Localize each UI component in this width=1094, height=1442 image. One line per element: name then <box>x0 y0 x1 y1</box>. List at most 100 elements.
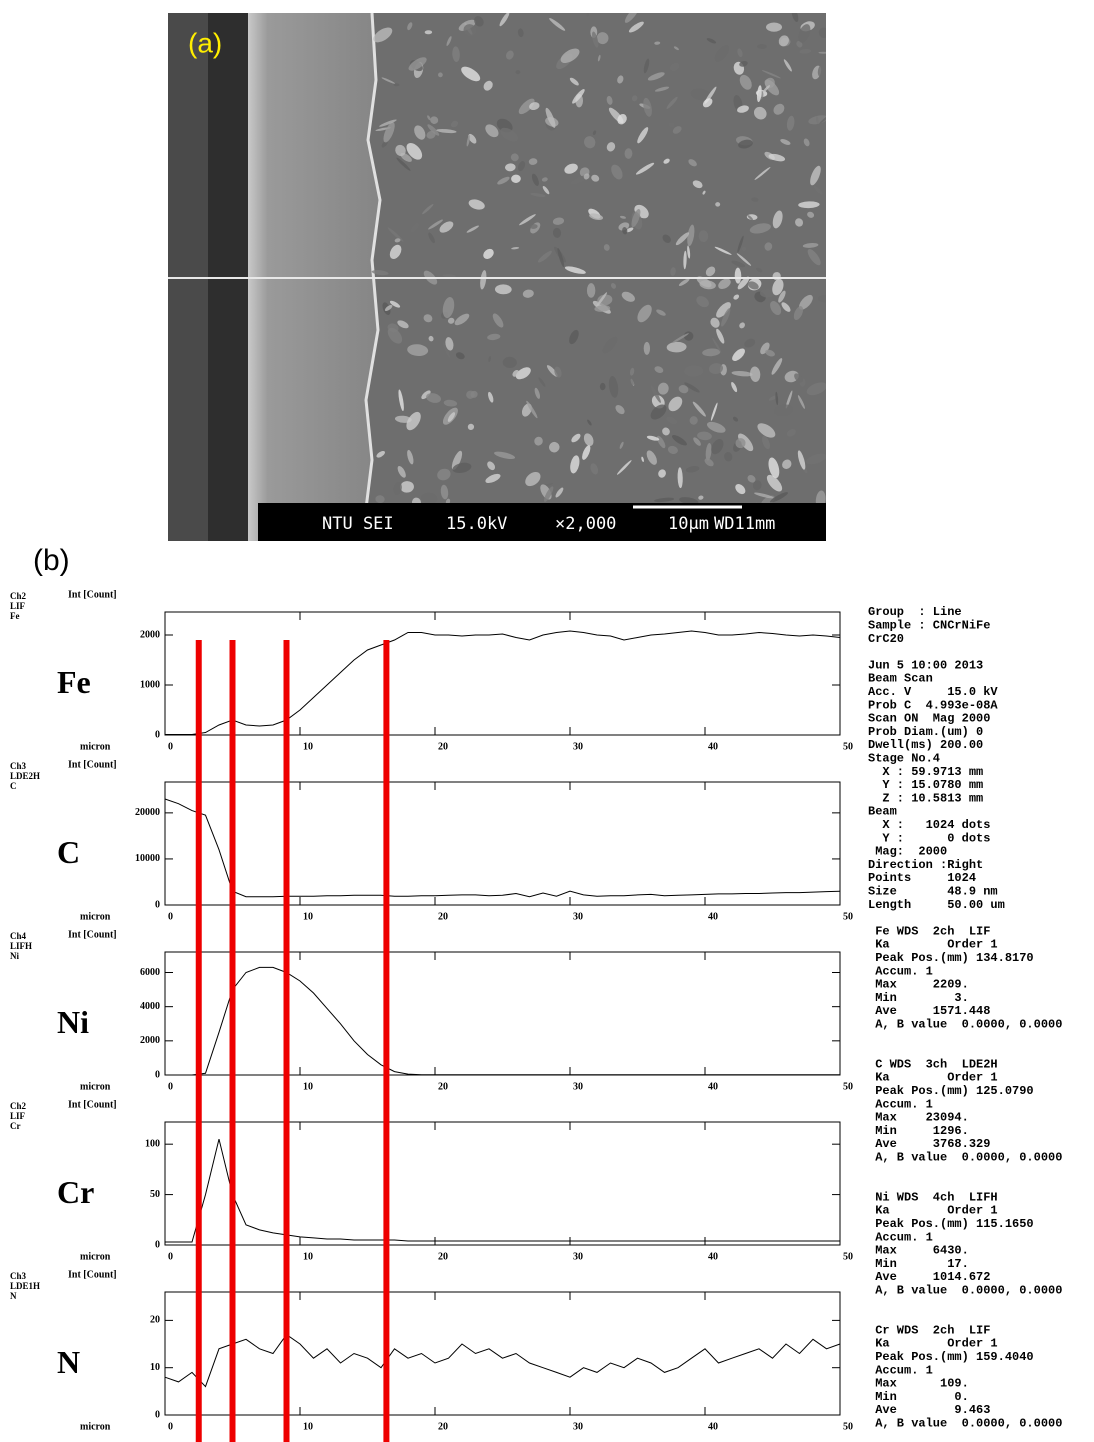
y-tick-label: 2000 <box>140 1035 160 1046</box>
texture-grain <box>511 247 520 250</box>
texture-grain <box>389 300 401 308</box>
texture-grain <box>530 192 546 197</box>
channel-label: Ch2 <box>10 591 27 601</box>
texture-grain <box>637 127 649 144</box>
plot-frame <box>164 1121 841 1246</box>
plot-frame <box>164 951 841 1076</box>
texture-grain <box>626 227 634 233</box>
texture-grain <box>768 153 786 162</box>
texture-grain <box>626 377 634 388</box>
element-label: Cr <box>57 1174 94 1210</box>
texture-grain <box>799 48 812 54</box>
y-tick-label: 10 <box>150 1362 160 1373</box>
texture-grain <box>631 95 638 102</box>
texture-grain <box>741 246 747 251</box>
texture-grain <box>757 44 767 50</box>
texture-grain <box>451 450 463 470</box>
texture-grain <box>731 381 738 393</box>
x-axis-title: micron <box>80 1251 111 1262</box>
channel-label: LIF <box>10 601 26 611</box>
info-text: Ka Order 1 <box>868 1337 998 1351</box>
y-tick-label: 100 <box>145 1138 160 1149</box>
info-text: Scan ON Mag 2000 <box>868 712 990 726</box>
texture-grain <box>602 336 618 354</box>
texture-grain <box>596 292 608 307</box>
y-tick-label: 1000 <box>140 679 160 690</box>
info-text: Accum. 1 <box>868 1097 933 1111</box>
texture-grain <box>569 329 579 345</box>
texture-grain <box>734 267 742 284</box>
texture-grain <box>590 463 599 475</box>
info-text: Z : 10.5813 mm <box>868 791 983 805</box>
texture-grain <box>483 80 493 91</box>
info-text: Accum. 1 <box>868 1363 933 1377</box>
texture-grain <box>688 159 697 167</box>
texture-grain <box>410 222 419 233</box>
texture-grain <box>762 85 771 93</box>
texture-grain <box>396 157 411 171</box>
info-text: Stage No.4 <box>868 751 940 765</box>
texture-grain <box>617 75 624 84</box>
texture-grain <box>488 356 491 363</box>
texture-grain <box>673 46 679 51</box>
texture-grain <box>450 120 459 128</box>
x-tick-label: 40 <box>708 1081 718 1092</box>
scale-text: WD11mm <box>714 514 775 534</box>
y-tick-label: 10000 <box>135 853 160 864</box>
texture-grain <box>423 314 433 323</box>
channel-label: LDE1H <box>10 1281 40 1291</box>
texture-grain <box>487 333 501 341</box>
x-axis-title: micron <box>80 911 111 922</box>
x-tick-label: 50 <box>843 741 853 752</box>
texture-grain <box>606 95 613 105</box>
plot-frame <box>164 1291 841 1416</box>
texture-grain <box>610 283 617 289</box>
texture-grain <box>442 342 450 358</box>
x-tick-label: 50 <box>843 911 853 922</box>
x-tick-label: 10 <box>303 1081 313 1092</box>
texture-grain <box>747 215 754 221</box>
x-tick-label: 30 <box>573 1421 583 1432</box>
texture-grain <box>442 274 456 278</box>
texture-grain <box>654 497 675 503</box>
texture-grain <box>463 24 477 37</box>
texture-grain <box>796 40 803 48</box>
texture-grain <box>461 66 481 82</box>
y-axis-title: Int [Count] <box>68 1099 117 1110</box>
info-text: Peak Pos.(mm) 125.0790 <box>868 1084 1034 1098</box>
texture-grain <box>764 79 780 96</box>
texture-grain <box>470 390 478 398</box>
texture-grain <box>782 459 792 469</box>
texture-grain <box>735 438 746 449</box>
x-tick-label: 20 <box>438 1081 448 1092</box>
info-text: Direction :Right <box>868 858 983 872</box>
texture-grain <box>803 138 810 147</box>
x-tick-label: 0 <box>168 1421 173 1432</box>
texture-grain <box>564 163 578 174</box>
texture-grain <box>597 54 601 62</box>
info-text: Ka Order 1 <box>868 1071 998 1085</box>
texture-grain <box>749 223 771 234</box>
texture-grain <box>531 173 539 186</box>
sem-texture <box>371 13 826 541</box>
x-tick-label: 20 <box>438 741 448 752</box>
texture-grain <box>492 313 504 328</box>
texture-grain <box>807 211 815 218</box>
plot-frame <box>164 611 841 736</box>
texture-grain <box>684 382 700 393</box>
texture-grain <box>637 304 652 323</box>
texture-grain <box>512 370 520 377</box>
texture-grain <box>692 401 706 417</box>
x-tick-label: 50 <box>843 1081 853 1092</box>
texture-grain <box>692 180 703 189</box>
texture-grain <box>466 135 471 147</box>
channel-label: Cr <box>10 1121 21 1131</box>
y-tick-label: 4000 <box>140 1001 160 1012</box>
texture-grain <box>564 266 586 274</box>
element-label: Fe <box>57 664 91 700</box>
texture-grain <box>775 391 779 406</box>
texture-grain <box>447 317 455 324</box>
info-text: A, B value 0.0000, 0.0000 <box>868 1283 1062 1297</box>
texture-grain <box>749 366 761 382</box>
texture-grain <box>739 60 748 67</box>
